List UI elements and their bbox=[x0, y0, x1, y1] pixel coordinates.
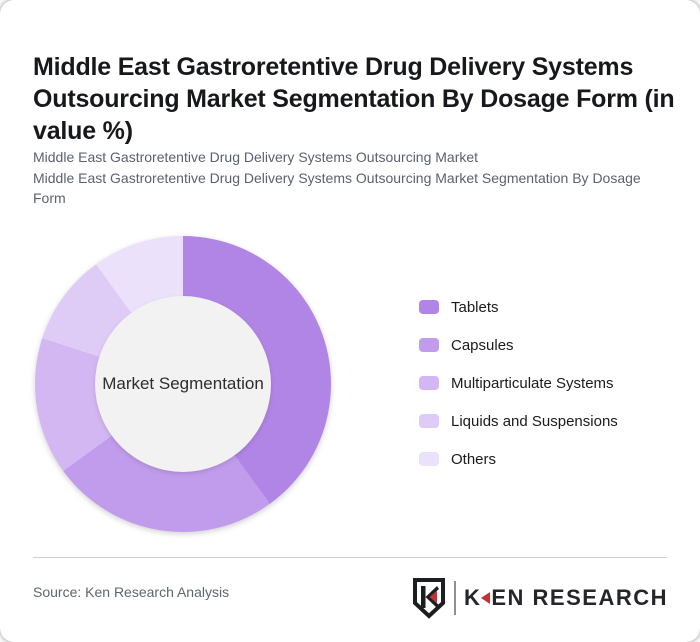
legend-label: Others bbox=[451, 450, 497, 468]
chart-subtitle-market: Middle East Gastroretentive Drug Deliver… bbox=[33, 149, 479, 165]
donut-chart[interactable]: Market Segmentation bbox=[35, 236, 331, 532]
shield-k-icon bbox=[412, 578, 445, 619]
ken-research-logo: K EN RESEARCH bbox=[411, 576, 668, 620]
legend-item-liquids-and-suspensions[interactable]: Liquids and Suspensions bbox=[419, 402, 618, 440]
legend-item-capsules[interactable]: Capsules bbox=[419, 326, 618, 364]
legend-item-multiparticulate-systems[interactable]: Multiparticulate Systems bbox=[419, 364, 618, 402]
legend-label: Multiparticulate Systems bbox=[451, 374, 614, 392]
legend-swatch-icon bbox=[419, 452, 439, 466]
legend-label: Tablets bbox=[451, 298, 499, 316]
logo-red-triangle-icon bbox=[481, 592, 491, 604]
donut-hole: Market Segmentation bbox=[95, 296, 271, 472]
page-title: Middle East Gastroretentive Drug Deliver… bbox=[33, 52, 675, 145]
legend-swatch-icon bbox=[419, 414, 439, 428]
chart-subtitle-segmentation: Middle East Gastroretentive Drug Deliver… bbox=[33, 170, 641, 206]
footer-divider bbox=[33, 557, 667, 558]
legend-swatch-icon bbox=[419, 376, 439, 390]
logo-brand-text: K EN RESEARCH bbox=[464, 585, 668, 611]
legend: Tablets Capsules Multiparticulate Systems L… bbox=[419, 288, 618, 478]
donut-center-label: Market Segmentation bbox=[102, 374, 264, 393]
legend-swatch-icon bbox=[419, 338, 439, 352]
legend-label: Capsules bbox=[451, 336, 514, 354]
legend-item-tablets[interactable]: Tablets bbox=[419, 288, 618, 326]
logo-brand-rest: EN RESEARCH bbox=[491, 585, 668, 610]
legend-swatch-icon bbox=[419, 300, 439, 314]
logo-brand-k: K bbox=[463, 585, 482, 610]
source-text: Source: Ken Research Analysis bbox=[33, 584, 230, 600]
legend-label: Liquids and Suspensions bbox=[451, 412, 618, 430]
logo-divider bbox=[453, 581, 456, 615]
legend-item-others[interactable]: Others bbox=[419, 440, 618, 478]
